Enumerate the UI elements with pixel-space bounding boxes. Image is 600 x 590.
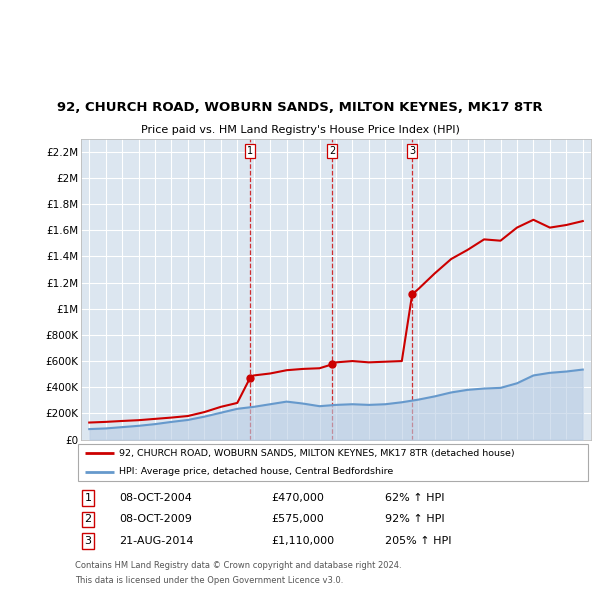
Text: 92% ↑ HPI: 92% ↑ HPI [385, 514, 444, 525]
Text: This data is licensed under the Open Government Licence v3.0.: This data is licensed under the Open Gov… [75, 576, 343, 585]
Text: 205% ↑ HPI: 205% ↑ HPI [385, 536, 451, 546]
FancyBboxPatch shape [77, 444, 589, 481]
Text: £1,110,000: £1,110,000 [271, 536, 334, 546]
Text: 92, CHURCH ROAD, WOBURN SANDS, MILTON KEYNES, MK17 8TR: 92, CHURCH ROAD, WOBURN SANDS, MILTON KE… [57, 101, 543, 114]
Text: HPI: Average price, detached house, Central Bedfordshire: HPI: Average price, detached house, Cent… [119, 467, 393, 476]
Text: 1: 1 [85, 493, 91, 503]
Text: 3: 3 [85, 536, 91, 546]
Text: 08-OCT-2004: 08-OCT-2004 [119, 493, 192, 503]
Text: 08-OCT-2009: 08-OCT-2009 [119, 514, 192, 525]
Text: 3: 3 [409, 146, 415, 156]
Text: 92, CHURCH ROAD, WOBURN SANDS, MILTON KEYNES, MK17 8TR (detached house): 92, CHURCH ROAD, WOBURN SANDS, MILTON KE… [119, 449, 514, 458]
Text: £575,000: £575,000 [271, 514, 324, 525]
Text: 2: 2 [329, 146, 335, 156]
Text: 62% ↑ HPI: 62% ↑ HPI [385, 493, 444, 503]
Text: £470,000: £470,000 [271, 493, 324, 503]
Text: Price paid vs. HM Land Registry's House Price Index (HPI): Price paid vs. HM Land Registry's House … [140, 126, 460, 135]
Text: 21-AUG-2014: 21-AUG-2014 [119, 536, 193, 546]
Text: 1: 1 [247, 146, 253, 156]
Text: 2: 2 [85, 514, 91, 525]
Text: Contains HM Land Registry data © Crown copyright and database right 2024.: Contains HM Land Registry data © Crown c… [75, 561, 401, 571]
